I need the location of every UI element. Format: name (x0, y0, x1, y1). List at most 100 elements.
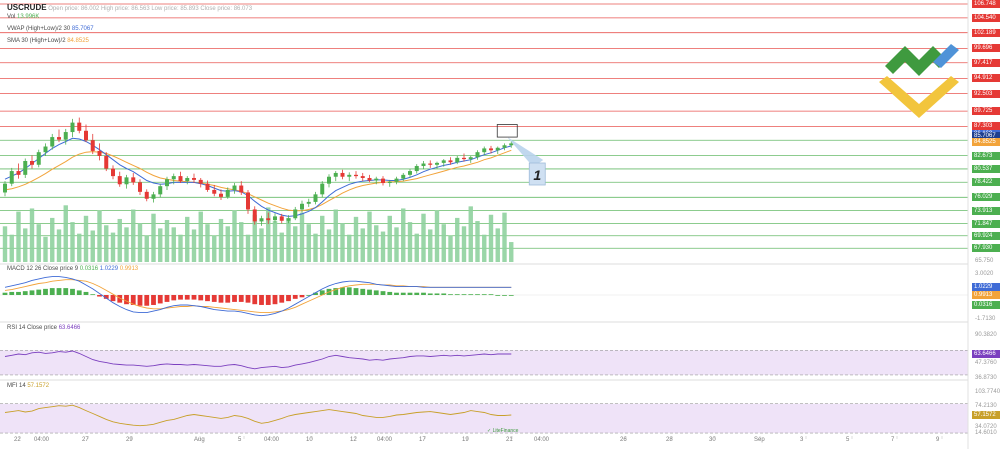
volume-bar (36, 224, 41, 262)
volume-bar (29, 208, 35, 262)
time-tick-label: 19 (462, 437, 469, 443)
macd-histogram-bar (198, 295, 204, 301)
candle-body (441, 160, 446, 163)
candle-body (394, 178, 399, 182)
candle-body (178, 176, 183, 182)
rsi-label: RSI 14 Close price (7, 325, 58, 331)
candle-body (468, 157, 473, 160)
support-level-label: 67.930 (972, 244, 1000, 253)
close-price: Close price: 86.073 (200, 6, 253, 12)
candle-body (387, 181, 392, 184)
macd-histogram-bar (414, 292, 420, 295)
candle-body (300, 203, 304, 210)
macd-histogram-bar (117, 295, 123, 303)
candle-body (97, 150, 102, 156)
volume-bar (2, 226, 8, 262)
symbol-title: USCRUDE (7, 3, 47, 12)
volume-bar (137, 223, 143, 262)
candle-body (455, 157, 460, 163)
macd-histogram-bar (90, 294, 96, 296)
macd-histogram-bar (286, 295, 291, 302)
macd-histogram-bar (218, 295, 224, 303)
macd-histogram-bar (495, 295, 501, 296)
macd-signal-line (4, 279, 512, 314)
mfi-band (0, 403, 968, 434)
logo-green-chevron (885, 46, 947, 76)
macd-histogram-bar (448, 294, 453, 296)
macd-histogram-bar (151, 295, 156, 305)
vwap-label: VWAP (High+Low)/2 30 (7, 26, 71, 32)
macd-histogram-bar (481, 294, 487, 296)
macd-histogram-bar (441, 293, 447, 295)
mfi-line (4, 404, 512, 427)
candle-body (131, 177, 136, 183)
candle-body (90, 140, 95, 151)
macd-histogram-bar (292, 295, 298, 299)
volume-bar (326, 229, 332, 262)
support-level-label: 69.924 (972, 231, 1000, 240)
mfi-readout: MFI 14 57.1572 (7, 383, 49, 389)
macd-histogram-bar (333, 288, 339, 295)
volume-bar (218, 218, 224, 262)
resistance-level-label: 99.696 (972, 44, 1000, 53)
volume-bar (299, 212, 305, 262)
volume-bar (293, 226, 298, 262)
volume-bar (245, 234, 251, 262)
candle-body (36, 152, 41, 165)
volume-bar (360, 228, 365, 262)
volume-bar (110, 232, 116, 262)
volume-bar (380, 231, 386, 262)
sma-axis-tag: 84.8525 (972, 137, 1000, 146)
macd-histogram-bar (340, 287, 345, 295)
candle-body (421, 163, 426, 167)
macd-histogram-bar (70, 288, 75, 295)
candle-body (354, 174, 358, 177)
candle-body (313, 194, 318, 202)
macd-axis-label: -1.7130 (975, 316, 996, 322)
volume-bar (347, 234, 352, 262)
logo-yellow-chevron (879, 76, 959, 118)
macd-histogram-bar (110, 295, 116, 302)
volume-bar (434, 210, 440, 262)
volume-bar (495, 228, 500, 262)
candle-body (232, 185, 237, 190)
volume-bar (43, 236, 48, 262)
time-tick-label: 7 (891, 437, 895, 443)
time-tick-label: 21 (506, 437, 513, 443)
macd-histogram-bar (427, 293, 433, 295)
candle-body (77, 122, 82, 131)
macd-histogram-bar (178, 295, 183, 300)
candle-body (43, 146, 48, 153)
macd-histogram-bar (184, 295, 190, 300)
high-price: High price: 86.563 (100, 6, 150, 12)
volume-bar (502, 212, 507, 262)
volume-bar (205, 224, 210, 262)
candle-body (495, 147, 500, 151)
rsi-line (4, 350, 512, 370)
rsi-axis-label: 90.3820 (975, 332, 997, 338)
mfi-axis-label: 103.7740 (975, 389, 1000, 395)
time-tick-label: Sep (754, 437, 765, 443)
macd-histogram-bar (265, 295, 271, 305)
candle-body (367, 177, 372, 181)
candle-body (502, 145, 507, 148)
time-tick-label: Aug (194, 437, 205, 443)
macd-histogram-bar (124, 295, 129, 305)
macd-histogram-bar (259, 295, 264, 305)
macd-histogram-bar (394, 292, 399, 295)
rsi-tag: 63.6466 (972, 350, 1000, 359)
vwap-axis-tag: 85.7067 (972, 132, 1000, 141)
macd-readout: MACD 12 26 Close price 9 0.0316 1.0229 0… (7, 266, 138, 272)
volume-bar (455, 217, 460, 262)
time-tick-label: 12 (350, 437, 357, 443)
volume-label: Vol (7, 14, 16, 20)
resistance-level-label: 94.912 (972, 74, 1000, 83)
candle-body (489, 148, 493, 151)
volume-bar (191, 229, 197, 262)
rsi-axis-label: 47.3760 (975, 360, 997, 367)
time-tick-label: 26 (620, 437, 627, 443)
macd-histogram-bar (272, 295, 278, 305)
macd-histogram-bar (83, 291, 89, 295)
